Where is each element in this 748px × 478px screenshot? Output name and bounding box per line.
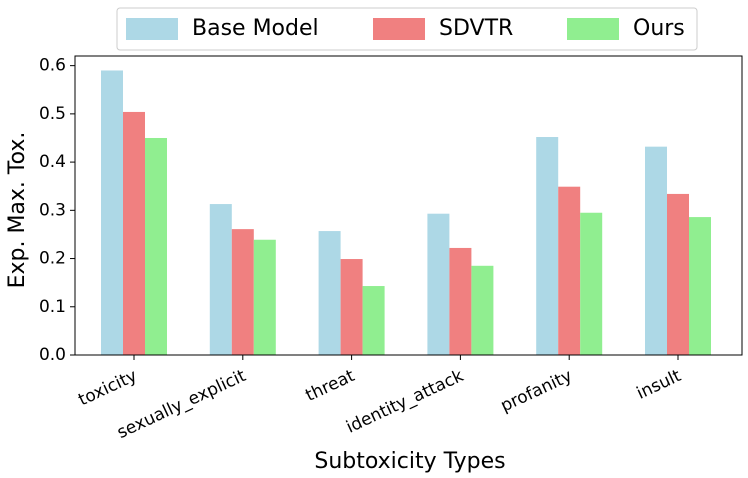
y-tick-label: 0.3 [39, 200, 66, 220]
legend-swatch [373, 18, 425, 40]
bar [145, 137, 167, 355]
bar [558, 186, 581, 355]
legend-swatch [567, 18, 619, 40]
bar [231, 229, 254, 355]
x-tick-label: threat [303, 366, 359, 406]
x-axis-label: Subtoxicity Types [314, 449, 505, 474]
legend: Base Model SDVTR Ours [116, 7, 698, 51]
bar [471, 265, 494, 355]
bar [253, 239, 276, 355]
bar [667, 193, 689, 355]
x-tick-label: insult [634, 366, 685, 404]
bar [427, 213, 450, 355]
y-tick-label: 0.4 [39, 152, 66, 172]
bar [340, 259, 363, 355]
y-tick-label: 0.1 [39, 297, 66, 317]
x-tick-label: profanity [498, 366, 576, 416]
bar [101, 70, 123, 355]
bar [209, 204, 232, 355]
x-tick-label: identity_attack [343, 366, 466, 438]
bar [449, 247, 472, 355]
x-tick-label: toxicity [75, 366, 140, 410]
bar [123, 111, 145, 356]
legend-label: SDVTR [439, 16, 513, 41]
y-tick-label: 0.5 [39, 104, 66, 124]
bar [580, 212, 603, 355]
y-tick-label: 0.2 [39, 249, 66, 269]
bar [362, 286, 385, 355]
y-axis-label: Exp. Max. Tox. [5, 132, 30, 289]
y-tick-label: 0.6 [39, 56, 66, 76]
plot-frame [74, 55, 743, 356]
legend-label: Base Model [192, 16, 319, 41]
bar [645, 146, 667, 355]
bar [536, 137, 559, 355]
bar [689, 217, 711, 355]
y-tick-label: 0.0 [39, 345, 66, 365]
legend-swatch [126, 18, 178, 40]
legend-label: Ours [633, 16, 685, 41]
bar [318, 231, 341, 355]
